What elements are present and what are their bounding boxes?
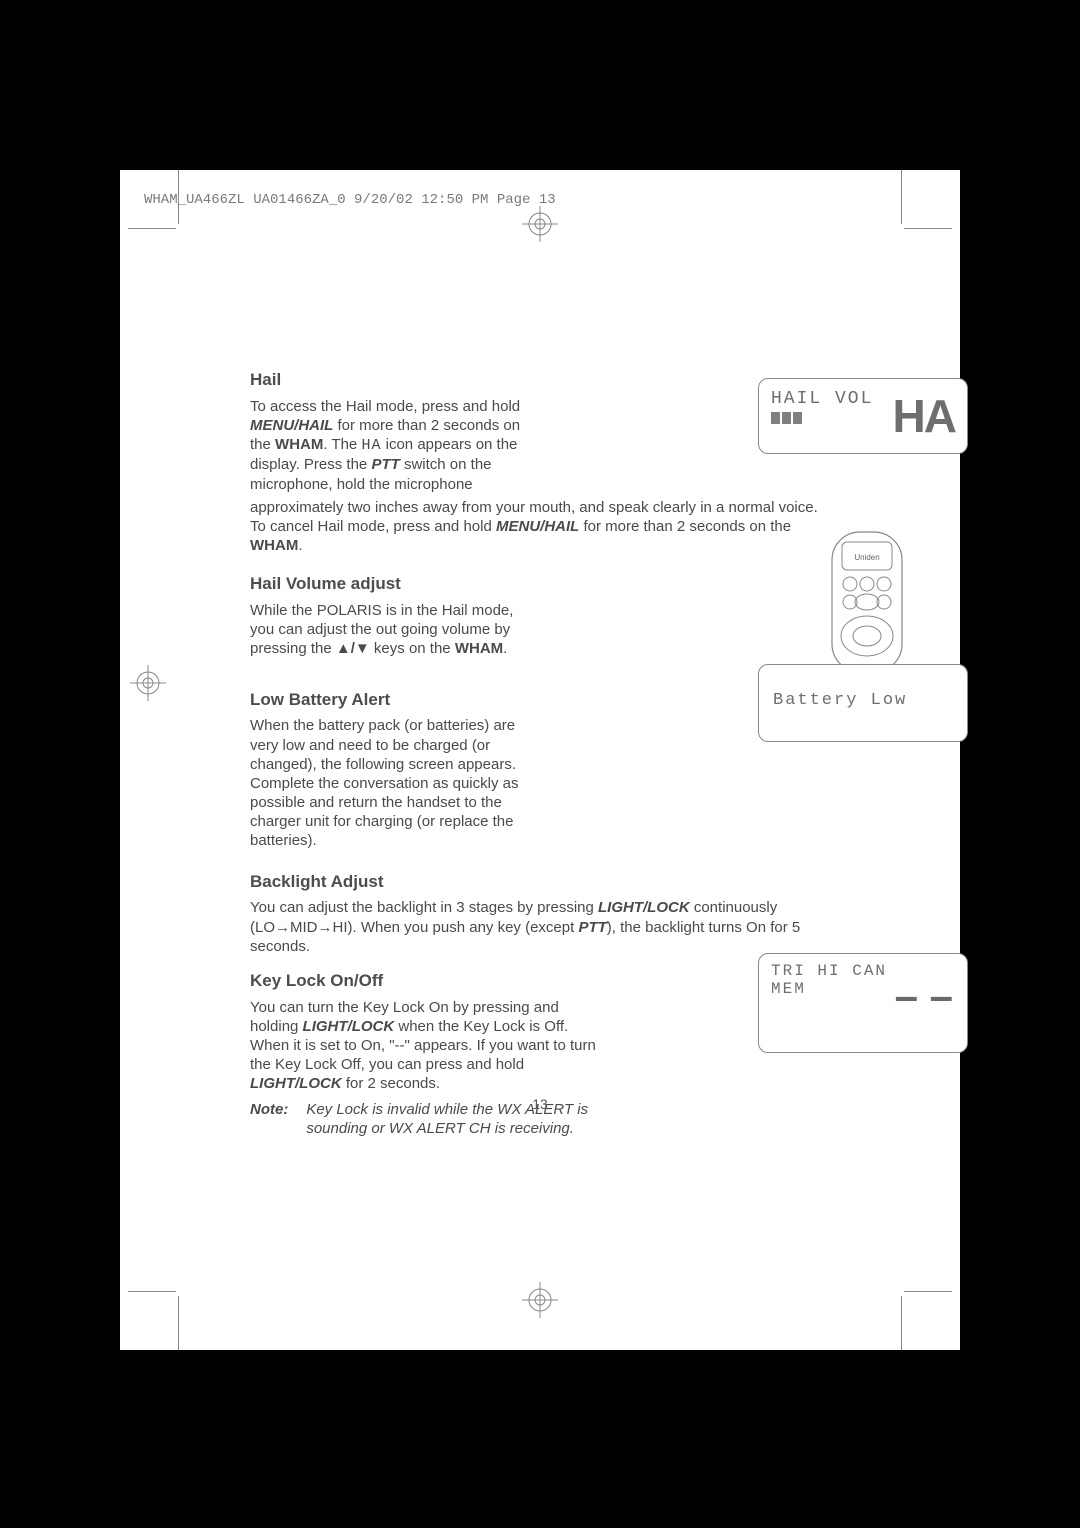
crop-mark-icon <box>128 228 176 229</box>
paragraph: You can adjust the backlight in 3 stages… <box>250 898 830 956</box>
page-number: 13 <box>532 1096 548 1112</box>
print-header: WHAM_UA466ZL UA01466ZA_0 9/20/02 12:50 P… <box>120 170 960 208</box>
device-brand-label: Uniden <box>854 553 879 562</box>
crop-mark-icon <box>904 228 952 229</box>
page-sheet: WHAM_UA466ZL UA01466ZA_0 9/20/02 12:50 P… <box>120 170 960 1350</box>
paragraph: To access the Hail mode, press and hold … <box>250 397 830 494</box>
section-heading-hail: Hail <box>250 369 830 391</box>
paragraph: When the battery pack (or batteries) are… <box>250 716 540 850</box>
crop-mark-icon <box>178 170 179 224</box>
lcd-dash-indicator: – – <box>895 972 953 1020</box>
registration-mark-icon <box>130 665 166 701</box>
lcd-big-text: HA <box>893 389 955 443</box>
note-label: Note: <box>250 1100 288 1138</box>
section-heading-hail-volume: Hail Volume adjust <box>250 573 830 595</box>
registration-mark-icon <box>522 1282 558 1318</box>
registration-mark-icon <box>522 206 558 242</box>
crop-mark-icon <box>178 1296 179 1350</box>
paragraph: While the POLARIS is in the Hail mode, y… <box>250 601 540 659</box>
crop-mark-icon <box>901 1296 902 1350</box>
crop-mark-icon <box>901 170 902 224</box>
section-heading-low-battery: Low Battery Alert <box>250 689 830 711</box>
section-heading-backlight: Backlight Adjust <box>250 871 830 893</box>
crop-mark-icon <box>904 1291 952 1292</box>
crop-mark-icon <box>128 1291 176 1292</box>
paragraph: approximately two inches away from your … <box>250 498 830 556</box>
paragraph: You can turn the Key Lock On by pressing… <box>250 998 610 1094</box>
document-content: Hail To access the Hail mode, press and … <box>250 355 830 1138</box>
section-heading-keylock: Key Lock On/Off <box>250 970 830 992</box>
